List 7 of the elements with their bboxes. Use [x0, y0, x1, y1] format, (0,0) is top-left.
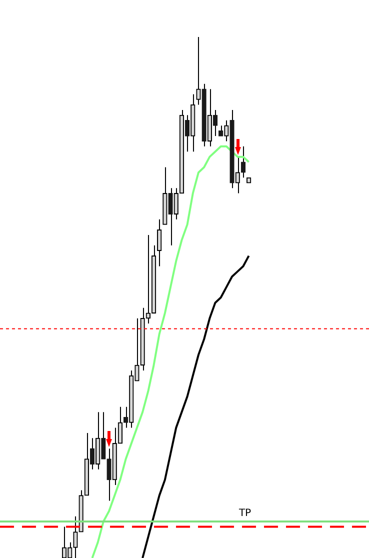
candlestick: [73, 516, 78, 558]
ref-line-label: TP: [238, 508, 252, 520]
candlestick: [240, 146, 246, 178]
candlestick: [224, 120, 229, 142]
candlestick: [196, 36, 201, 106]
candlestick: [235, 156, 240, 194]
candlestick: [157, 218, 162, 267]
